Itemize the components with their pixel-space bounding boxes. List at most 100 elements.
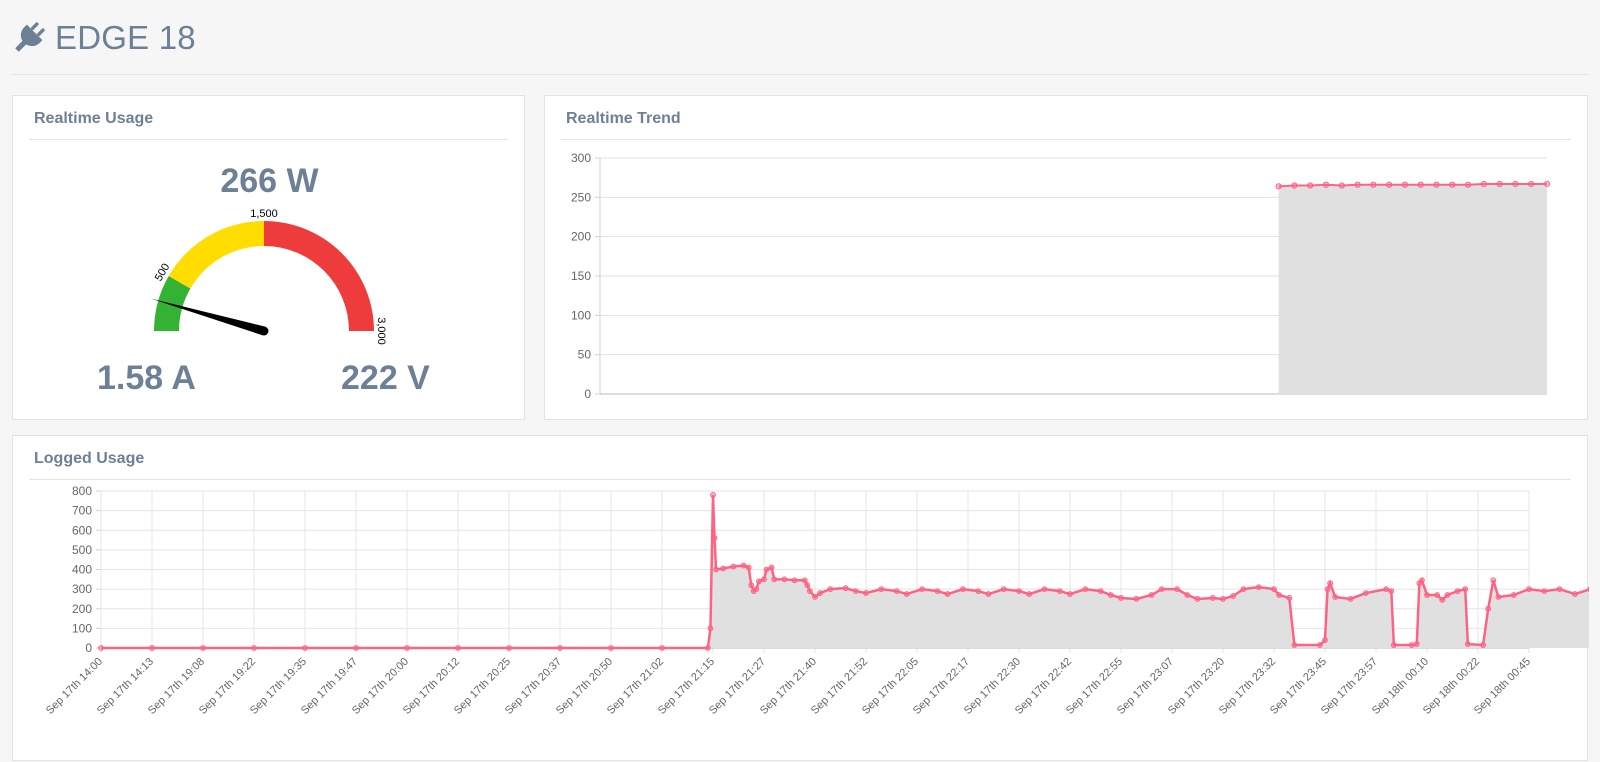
logged-point	[506, 645, 512, 651]
logged-point	[1000, 586, 1007, 593]
trend-y-tick-label: 0	[584, 387, 591, 401]
logged-point	[1388, 588, 1395, 594]
logged-point	[1439, 597, 1446, 603]
logged-point	[812, 594, 818, 600]
logged-point	[1408, 642, 1415, 648]
logged-point	[404, 645, 410, 651]
trend-point	[1322, 181, 1330, 188]
logged-point	[748, 582, 755, 589]
power-readout: 266 W	[220, 162, 319, 200]
logged-point	[608, 645, 614, 651]
logged-point	[1322, 637, 1328, 644]
trend-point	[1433, 181, 1440, 188]
logged-point	[200, 645, 206, 651]
logged-point	[730, 563, 737, 570]
voltage-readout: 222 V	[341, 359, 430, 397]
logged-point	[1133, 596, 1140, 602]
logged-point	[801, 577, 808, 584]
logged-point	[985, 591, 992, 597]
logged-point	[1067, 591, 1073, 597]
logged-point	[1434, 592, 1441, 598]
trend-point	[1307, 182, 1314, 189]
trend-y-tick-label: 250	[571, 190, 591, 204]
plug-icon	[15, 22, 45, 52]
logged-point	[1056, 588, 1063, 594]
logged-point	[1209, 595, 1216, 601]
logged-point	[98, 645, 104, 651]
logged-y-tick-label: 200	[72, 602, 92, 616]
logged-point	[756, 578, 762, 585]
logged-point	[1041, 586, 1048, 593]
logged-point	[863, 590, 869, 596]
trend-point	[1480, 180, 1487, 188]
logged-point	[711, 535, 718, 541]
logged-point	[1464, 641, 1471, 647]
logged-point	[1383, 586, 1390, 593]
logged-point	[1276, 592, 1282, 598]
trend-point	[1543, 180, 1551, 188]
logged-point	[1332, 594, 1339, 600]
trend-point	[1496, 180, 1503, 188]
logged-point	[1286, 595, 1293, 601]
logged-y-tick-label: 100	[72, 621, 92, 635]
logged-usage-panel: Logged Usage 0 100 200 300 400 500 600 700 800 Se…	[12, 435, 1589, 761]
logged-point	[1444, 592, 1451, 598]
logged-point	[557, 645, 563, 651]
logged-usage-title: Logged Usage	[34, 450, 145, 467]
logged-point	[1419, 577, 1425, 584]
panel-divider	[29, 479, 1571, 480]
logged-point	[1194, 596, 1201, 602]
logged-point	[1158, 586, 1165, 593]
logged-point	[1118, 595, 1124, 601]
gauge-needle-hub	[259, 326, 269, 336]
trend-y-tick-label: 200	[571, 230, 591, 244]
realtime-trend-panel: Realtime Trend 0 50 100 150 200 250 300	[544, 95, 1588, 420]
logged-point	[1317, 642, 1323, 648]
trend-point	[1291, 182, 1298, 189]
logged-point	[763, 566, 770, 573]
logged-point	[1255, 584, 1262, 591]
logged-point	[1454, 588, 1461, 594]
trend-area	[1278, 183, 1547, 394]
logged-point	[1572, 591, 1578, 597]
realtime-trend-chart: 0 50 100 150 200 250 300	[571, 151, 1551, 401]
current-readout: 1.58 A	[97, 359, 196, 397]
logged-point	[659, 645, 665, 651]
logged-point	[1362, 590, 1369, 596]
logged-point	[720, 565, 727, 572]
logged-point	[791, 577, 798, 584]
logged-point	[1490, 577, 1497, 584]
logged-point	[1587, 586, 1589, 592]
logged-point	[1526, 586, 1532, 593]
logged-point	[1107, 592, 1114, 598]
trend-point	[1528, 180, 1535, 188]
logged-point	[761, 576, 767, 583]
logged-y-tick-label: 0	[85, 641, 92, 655]
gauge-band-2	[264, 221, 374, 331]
trend-point	[1354, 181, 1361, 188]
logged-point	[1480, 642, 1486, 648]
logged-point	[771, 576, 778, 583]
logged-point	[1495, 594, 1502, 600]
logged-point	[944, 591, 951, 597]
page-header: EDGE 18	[11, 16, 196, 60]
logged-point	[1347, 596, 1354, 602]
logged-point	[710, 492, 716, 498]
trend-point	[1417, 181, 1424, 188]
logged-point	[842, 585, 849, 592]
logged-point	[251, 645, 257, 651]
logged-point	[1541, 588, 1548, 594]
trend-point	[1386, 181, 1393, 188]
trend-point	[1449, 181, 1456, 188]
gauge-band-1	[168, 221, 264, 289]
gauge-tick-label: 3,000	[375, 317, 387, 345]
logged-point	[903, 591, 910, 597]
logged-point	[1230, 593, 1237, 599]
trend-point	[1370, 181, 1377, 188]
logged-point	[919, 586, 925, 593]
trend-y-tick-label: 150	[571, 269, 591, 283]
logged-y-tick-label: 600	[72, 523, 92, 537]
logged-point	[878, 586, 885, 593]
